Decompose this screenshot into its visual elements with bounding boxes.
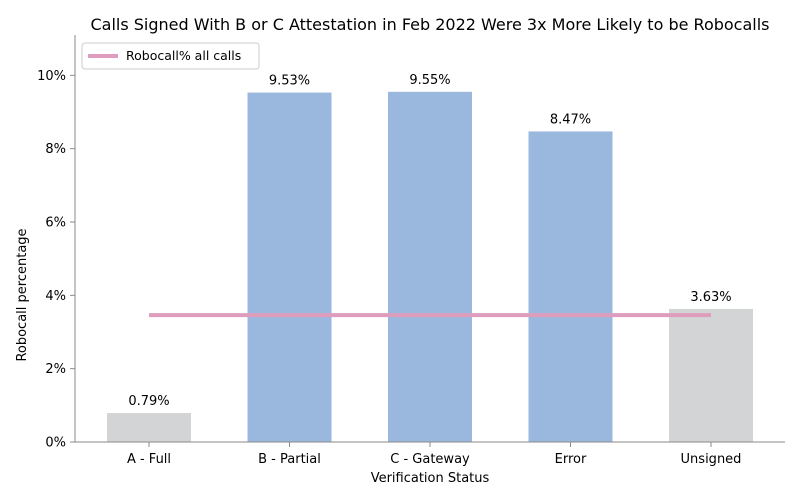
data-label-b-partial: 9.53% — [269, 74, 310, 89]
y-tick-label: 8% — [45, 142, 66, 157]
chart-title: Calls Signed With B or C Attestation in … — [90, 15, 769, 34]
data-label-c-gateway: 9.55% — [409, 73, 450, 88]
y-tick-label: 6% — [45, 216, 66, 231]
bar-a-full — [107, 413, 191, 442]
y-tick-label: 0% — [45, 436, 66, 451]
x-tick-label: B - Partial — [258, 452, 321, 467]
bar-unsigned — [669, 308, 753, 442]
x-tick-label: C - Gateway — [390, 452, 470, 467]
bar-c-gateway — [388, 91, 472, 442]
legend: Robocall% all calls — [81, 42, 260, 70]
y-tick-label: 4% — [45, 289, 66, 304]
bar-b-partial — [247, 92, 332, 443]
x-ticks-group: A - Full B - Partial C - Gateway Error Unsig… — [127, 442, 741, 467]
x-tick-label: Error — [555, 452, 587, 467]
bars-group — [107, 91, 753, 443]
x-axis-label: Verification Status — [371, 471, 490, 486]
y-tick-label: 2% — [45, 362, 66, 377]
data-labels-group: 0.79% 9.53% 9.55% 8.47% 3.63% — [128, 73, 731, 409]
x-tick-label: A - Full — [127, 452, 171, 467]
x-tick-label: Unsigned — [681, 452, 742, 467]
data-label-unsigned: 3.63% — [690, 290, 731, 305]
y-axis-label: Robocall percentage — [15, 228, 30, 361]
data-label-error: 8.47% — [550, 112, 591, 127]
data-label-a-full: 0.79% — [128, 394, 169, 409]
bar-error — [528, 131, 613, 442]
y-ticks-group: 0% 2% 4% 6% 8% 10% — [37, 69, 75, 451]
legend-label: Robocall% all calls — [126, 48, 241, 63]
y-tick-label: 10% — [37, 69, 66, 84]
legend-box — [81, 42, 260, 70]
